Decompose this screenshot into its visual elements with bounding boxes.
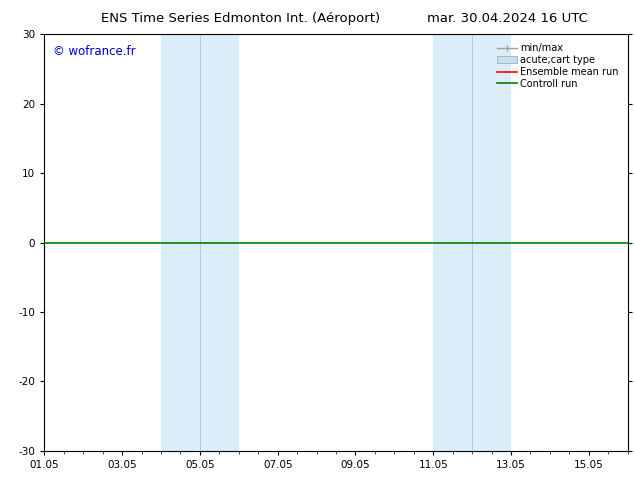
Text: © wofrance.fr: © wofrance.fr	[53, 45, 136, 58]
Bar	[433, 34, 472, 451]
Legend: min/max, acute;cart type, Ensemble mean run, Controll run: min/max, acute;cart type, Ensemble mean …	[493, 39, 623, 93]
Bar	[472, 34, 511, 451]
Bar	[200, 34, 239, 451]
Text: mar. 30.04.2024 16 UTC: mar. 30.04.2024 16 UTC	[427, 12, 588, 25]
Bar	[161, 34, 200, 451]
Text: ENS Time Series Edmonton Int. (Aéroport): ENS Time Series Edmonton Int. (Aéroport)	[101, 12, 380, 25]
